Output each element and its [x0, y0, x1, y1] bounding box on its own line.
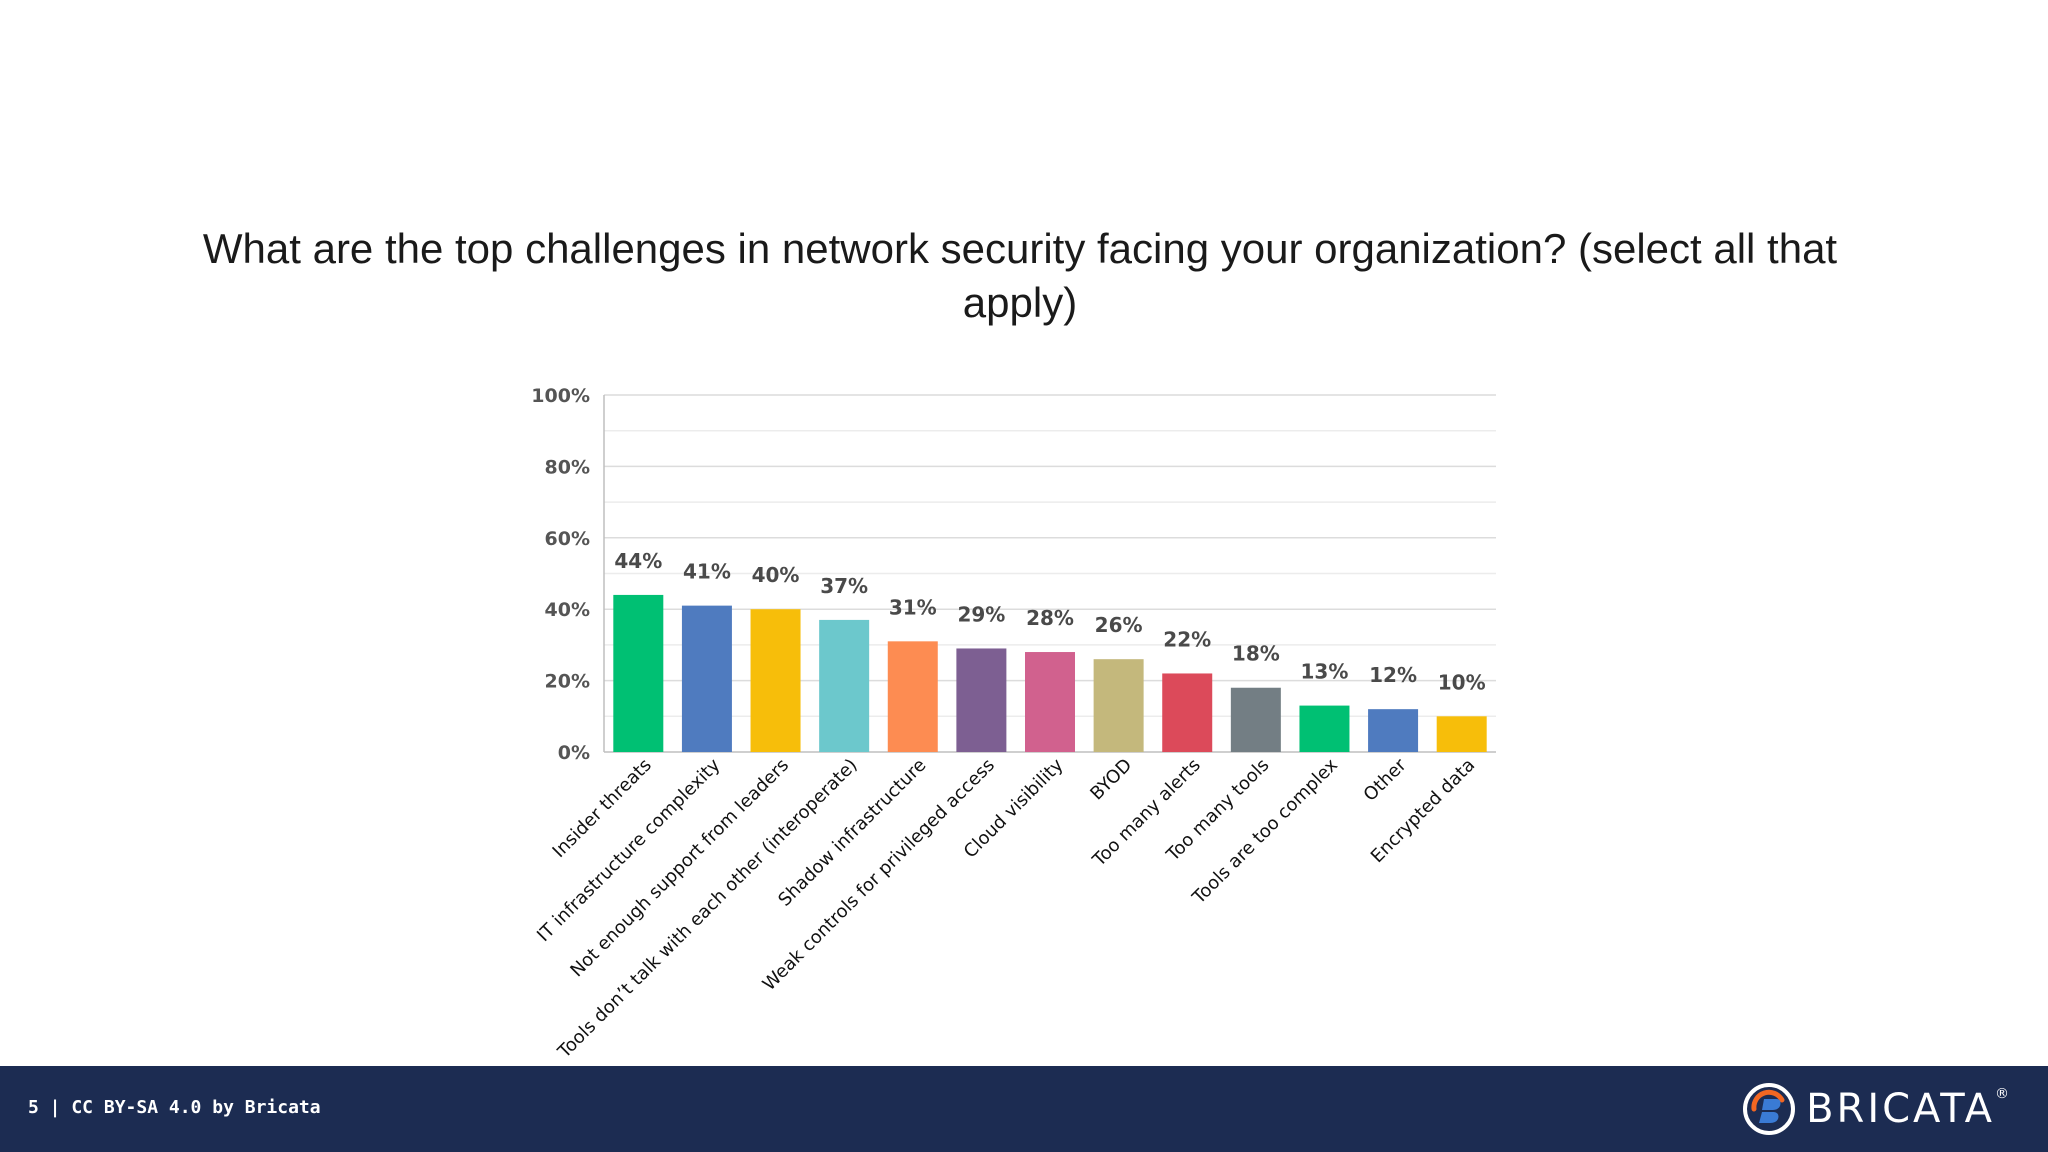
bar: [681, 605, 732, 752]
bar: [750, 609, 801, 752]
brand-name: BRICATA®: [1806, 1086, 2012, 1132]
bar: [887, 641, 938, 752]
bar-value-label: 40%: [752, 563, 800, 587]
footer-bar: 5 | CC BY-SA 4.0 by Bricata BRICATA®: [0, 1066, 2048, 1152]
bar: [1436, 716, 1487, 752]
footer-credit: 5 | CC BY-SA 4.0 by Bricata: [28, 1097, 321, 1118]
bar: [1368, 709, 1419, 752]
brand-registered-mark: ®: [1995, 1086, 2012, 1102]
bar: [1162, 673, 1213, 752]
bar: [613, 594, 664, 752]
y-tick-label: 0%: [558, 742, 590, 764]
bar-value-label: 26%: [1095, 613, 1143, 637]
bar-value-label: 10%: [1438, 670, 1486, 694]
bar: [1230, 687, 1281, 752]
x-tick-label: Other: [1360, 754, 1411, 805]
y-tick-label: 40%: [545, 599, 590, 621]
bar: [1093, 659, 1144, 752]
bar-value-label: 37%: [820, 574, 868, 598]
bar-value-label: 13%: [1301, 660, 1349, 684]
chart-gridlines: [604, 394, 1496, 718]
chart-bars: [613, 594, 1487, 752]
bar: [956, 648, 1007, 752]
bar-value-label: 41%: [683, 560, 731, 584]
bar-value-label: 18%: [1232, 642, 1280, 666]
bar-chart: 44% 41% 40% 37%31% 29% 28% 26%22%18%13% 12% 10% …: [531, 385, 1496, 1063]
brand-wordmark: BRICATA: [1806, 1086, 1995, 1132]
y-tick-label: 20%: [545, 671, 590, 693]
bricata-logo-icon: [1743, 1083, 1796, 1135]
x-tick-label: BYOD: [1086, 755, 1136, 805]
bar: [1025, 652, 1075, 752]
bar-value-label: 28%: [1026, 606, 1074, 630]
bar-value-label: 29%: [957, 602, 1005, 626]
bar-value-label: 22%: [1163, 627, 1211, 651]
bar: [1299, 705, 1350, 752]
slide-title: What are the top challenges in network s…: [202, 225, 1838, 326]
bar: [819, 619, 870, 752]
y-tick-label: 80%: [545, 456, 590, 478]
y-tick-label: 100%: [531, 385, 590, 407]
bar-value-label: 44%: [614, 549, 662, 573]
chart-data-labels: 44% 41% 40% 37% 31% 29% 28% 26% 22% 18% 13% 12% 10%: [614, 549, 1485, 694]
bar-value-label: 31%: [889, 595, 937, 619]
brand-logo: BRICATA®: [1742, 1080, 2012, 1138]
bar-value-label: 12%: [1369, 663, 1417, 687]
y-tick-label: 60%: [545, 528, 590, 550]
